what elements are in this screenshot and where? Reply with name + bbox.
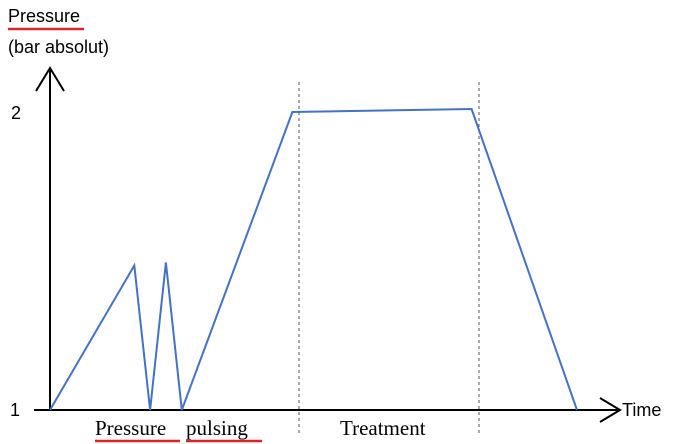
y-axis-arrow [35,66,65,92]
x-axis-arrow [599,397,622,423]
y-tick-label-1: 1 [10,400,20,420]
pressure-curve [49,107,578,411]
y-tick-label-2: 2 [11,103,21,123]
phase-label-pressure: Pressure [95,416,166,440]
x-axis-label: Time [622,400,661,420]
y-axis-label-line2: (bar absolut) [8,37,109,57]
phase-label-treatment: Treatment [340,416,426,440]
phase-label-pulsing: pulsing [186,416,248,440]
y-axis-label-line1: Pressure [8,6,80,26]
